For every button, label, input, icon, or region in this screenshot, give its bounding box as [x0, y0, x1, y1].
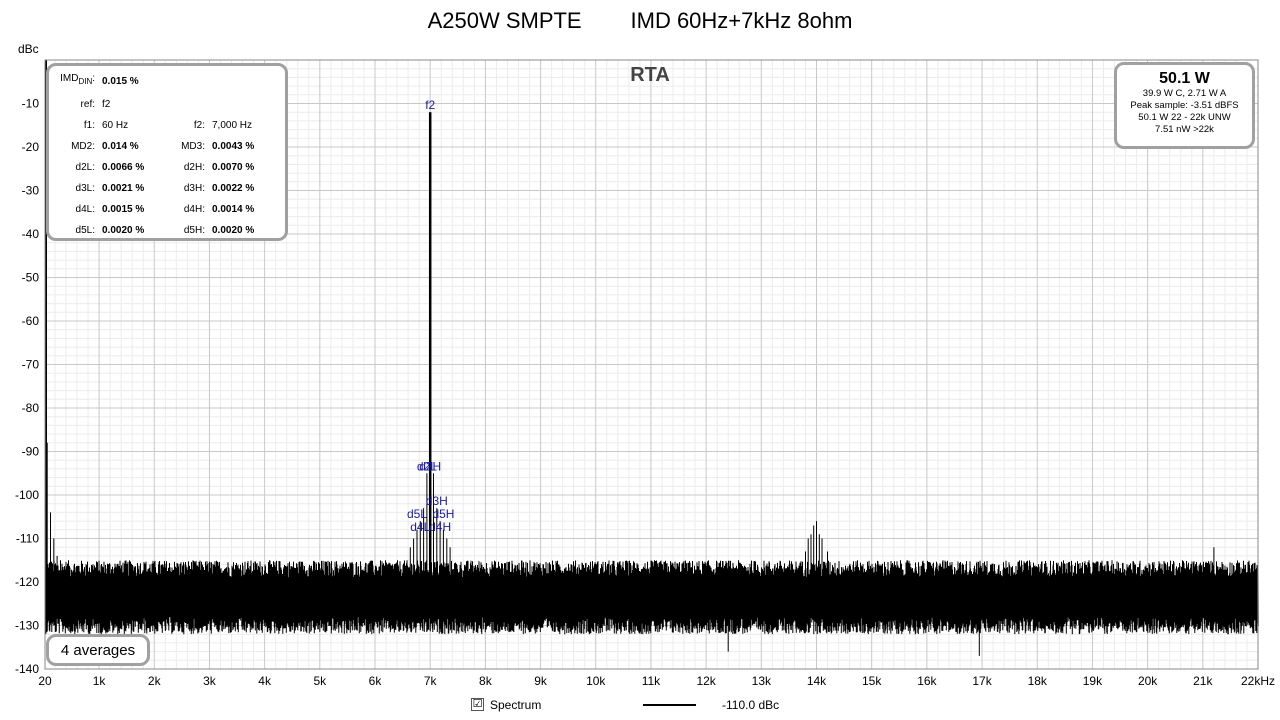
imd-row-value: 0.0021 %: [102, 183, 145, 194]
imd-row-value: 0.0015 %: [102, 204, 145, 215]
power-line: 7.51 nW >22k: [1155, 124, 1214, 135]
x-tick-label: 19k: [1083, 674, 1103, 688]
x-tick-label: 7k: [424, 674, 438, 688]
y-tick-label: -60: [22, 314, 40, 328]
x-tick-label: 16k: [917, 674, 937, 688]
y-tick-label: -50: [22, 271, 40, 285]
x-tick-label: 6k: [369, 674, 383, 688]
legend-line-swatch: [643, 704, 696, 706]
x-axis-ticks: 20 1k 2k 3k 4k 5k 6k 7k 8k 9k 10k 11k 12k 13k 14k 15k 16…: [38, 674, 1275, 688]
imd-row-value: 0.0022 %: [212, 183, 255, 194]
power-value: 50.1 W: [1159, 70, 1210, 87]
imd-row-label: d5L:: [75, 225, 95, 236]
imd-value: 0.015 %: [102, 76, 139, 87]
y-tick-label: -20: [22, 140, 40, 154]
imd-row-label: d3L:: [75, 183, 95, 194]
f1-label: f1:: [83, 120, 95, 131]
imd-row-value: 0.0014 %: [212, 204, 255, 215]
x-tick-label: 20k: [1138, 674, 1158, 688]
x-tick-label: 15k: [862, 674, 882, 688]
power-line: 39.9 W C, 2.71 W A: [1142, 88, 1227, 99]
x-tick-label: 13k: [752, 674, 772, 688]
spectrum-checkbox[interactable]: ☑: [471, 698, 484, 711]
x-tick-label: 9k: [534, 674, 548, 688]
power-panel: 50.1 W 39.9 W C, 2.71 W A Peak sample: -…: [1114, 62, 1255, 149]
ref-label: ref:: [80, 99, 95, 110]
imd-row-label: d2L:: [75, 162, 95, 173]
imd-row-label: d4H:: [183, 204, 205, 215]
imd-row-value: 0.0020 %: [212, 225, 255, 236]
chart-title: A250W SMPTE IMD 60Hz+7kHz 8ohm: [427, 8, 853, 33]
peak-label-d3H: d3H: [426, 494, 448, 508]
x-tick-label: 1k: [93, 674, 107, 688]
x-tick-label: 8k: [479, 674, 493, 688]
f2-label: f2:: [193, 120, 205, 131]
imd-row-label: MD2:: [71, 141, 95, 152]
imd-row-value: 0.0043 %: [212, 141, 255, 152]
peak-label-d4L: d4L: [410, 520, 430, 534]
legend: ☑ Spectrum -110.0 dBc: [0, 697, 1280, 717]
y-tick-label: -90: [22, 445, 40, 459]
x-tick-label: 18k: [1028, 674, 1048, 688]
x-tick-label: 21k: [1193, 674, 1213, 688]
y-tick-label: -10: [22, 97, 40, 111]
power-line: Peak sample: -3.51 dBFS: [1130, 100, 1239, 111]
x-tick-label: 12k: [696, 674, 716, 688]
minor-gridlines: [45, 60, 1258, 669]
x-tick-label: 4k: [258, 674, 272, 688]
x-tick-label: 22kHz: [1241, 674, 1275, 688]
y-axis-ticks: -10 -20 -30 -40 -50 -60 -70 -80 -90 -100 -110 -120 -…: [15, 97, 39, 677]
imd-label: IMDDIN:: [60, 73, 95, 86]
imd-row-value: 0.0066 %: [102, 162, 145, 173]
plot-frame: [44, 59, 1259, 670]
peak-label-d2H: d2H: [419, 459, 441, 473]
f2-value: 7,000 Hz: [212, 120, 253, 131]
peak-label-d2L: d2L: [417, 459, 437, 473]
y-tick-label: -80: [22, 401, 40, 415]
y-tick-label: -120: [15, 575, 39, 589]
power-line: 50.1 W 22 - 22k UNW: [1138, 112, 1231, 123]
peak-label-d5H: d5H: [432, 507, 454, 521]
y-tick-label: -40: [22, 227, 40, 241]
imd-row-label: MD3:: [181, 141, 205, 152]
x-tick-label: 3k: [203, 674, 217, 688]
y-tick-label: -30: [22, 184, 40, 198]
imd-row-value: 0.0070 %: [212, 162, 255, 173]
imd-row-label: d2H:: [183, 162, 205, 173]
x-tick-label: 5k: [313, 674, 327, 688]
imd-results-panel: IMDDIN: 0.015 % ref: f2 f1: 60 Hz f2: 7,…: [46, 63, 288, 241]
ref-value: f2: [102, 99, 111, 110]
y-tick-label: -110: [16, 532, 39, 546]
legend-cursor-value: -110.0 dBc: [722, 698, 780, 712]
imd-row-value: 0.0020 %: [102, 225, 145, 236]
peak-label-d5L: d5L: [407, 507, 427, 521]
x-tick-label: 11k: [642, 674, 661, 688]
imd-row-label: d5H:: [183, 225, 205, 236]
legend-series-name: Spectrum: [490, 698, 542, 712]
x-tick-label: 14k: [807, 674, 827, 688]
peak-label-d4H: d4H: [429, 520, 451, 534]
imd-row-label: d3H:: [183, 183, 205, 194]
y-tick-label: -100: [15, 488, 39, 502]
x-tick-label: 20: [38, 674, 52, 688]
y-tick-label: -70: [22, 358, 40, 372]
panel-title: RTA: [630, 64, 670, 86]
x-tick-label: 10k: [586, 674, 606, 688]
averages-badge: 4 averages: [46, 634, 150, 666]
imd-row-value: 0.014 %: [102, 141, 139, 152]
imd-row-label: d4L:: [75, 204, 95, 215]
x-tick-label: 17k: [972, 674, 992, 688]
y-tick-label: -130: [15, 619, 39, 633]
spectrum-trace: [44, 60, 1259, 656]
f1-value: 60 Hz: [102, 120, 129, 131]
peak-label-f2: f2: [425, 98, 435, 112]
y-axis-label: dBc: [18, 42, 39, 56]
x-tick-label: 2k: [148, 674, 162, 688]
y-tick-label: -140: [15, 662, 39, 676]
